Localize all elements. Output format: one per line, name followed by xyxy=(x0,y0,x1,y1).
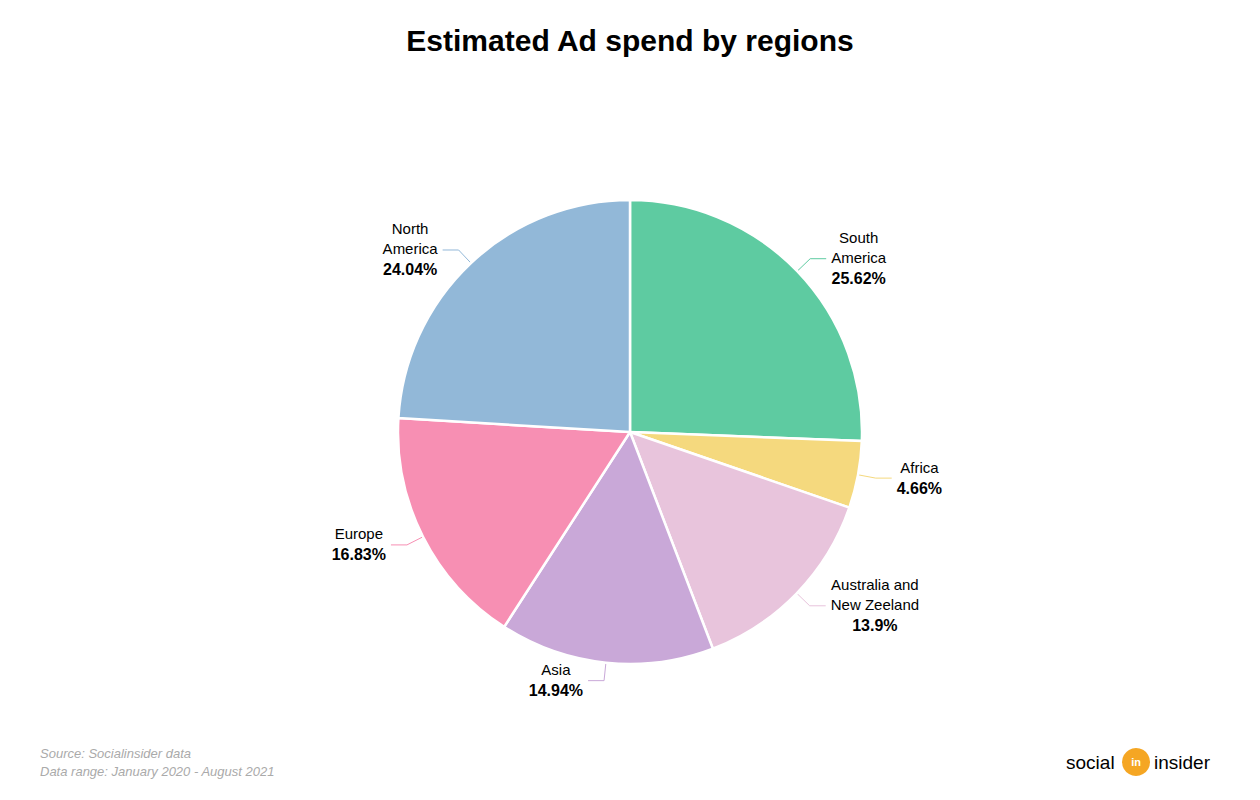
svg-text:Source: Socialinsider data: Source: Socialinsider data xyxy=(40,746,191,761)
svg-text:Data range: January 2020 - Aug: Data range: January 2020 - August 2021 xyxy=(40,764,274,779)
svg-text:social: social xyxy=(1066,752,1115,773)
svg-text:North: North xyxy=(392,220,429,237)
svg-text:South: South xyxy=(839,229,878,246)
svg-text:Europe: Europe xyxy=(335,525,383,542)
svg-text:24.04%: 24.04% xyxy=(383,261,437,278)
svg-text:Africa: Africa xyxy=(900,459,939,476)
svg-text:16.83%: 16.83% xyxy=(332,546,386,563)
svg-text:America: America xyxy=(383,240,439,257)
svg-text:Estimated Ad spend by regions: Estimated Ad spend by regions xyxy=(406,24,853,57)
svg-text:in: in xyxy=(1131,756,1141,768)
svg-text:insider: insider xyxy=(1154,752,1211,773)
svg-text:25.62%: 25.62% xyxy=(832,270,886,287)
svg-text:America: America xyxy=(831,249,887,266)
svg-text:4.66%: 4.66% xyxy=(897,480,942,497)
svg-text:13.9%: 13.9% xyxy=(852,617,897,634)
svg-text:Australia and: Australia and xyxy=(831,576,919,593)
svg-text:Asia: Asia xyxy=(541,661,571,678)
svg-text:New Zeeland: New Zeeland xyxy=(831,596,919,613)
svg-text:14.94%: 14.94% xyxy=(529,682,583,699)
